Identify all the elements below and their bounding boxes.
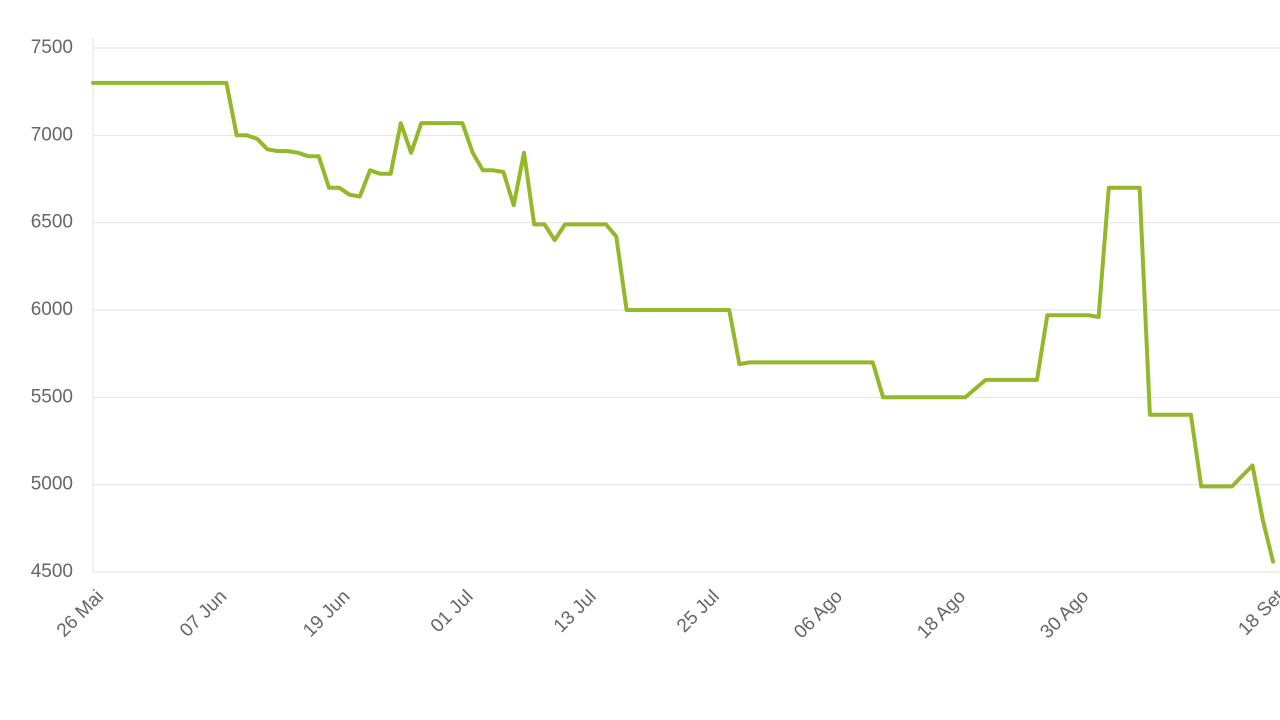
y-tick-label: 5000 <box>31 474 73 495</box>
x-tick-label: 06 Ago <box>790 586 847 643</box>
y-tick-label: 7000 <box>31 124 73 145</box>
x-tick-label: 30 Ago <box>1036 586 1093 643</box>
x-tick-label: 18 Set <box>1234 586 1280 640</box>
y-tick-label: 6000 <box>31 299 73 320</box>
x-tick-label: 25 Jul <box>673 586 724 637</box>
x-tick-label: 19 Jun <box>299 586 354 641</box>
x-tick-label: 01 Jul <box>427 586 478 637</box>
x-tick-label: 18 Ago <box>913 586 970 643</box>
y-tick-label: 4500 <box>31 561 73 582</box>
y-tick-label: 6500 <box>31 212 73 233</box>
x-tick-label: 26 Mai <box>53 586 108 641</box>
data-line <box>91 80 1275 564</box>
x-tick-label: 07 Jun <box>176 586 231 641</box>
y-tick-label: 7500 <box>31 37 73 58</box>
x-tick-label: 13 Jul <box>550 586 601 637</box>
y-tick-label: 5500 <box>31 386 73 407</box>
